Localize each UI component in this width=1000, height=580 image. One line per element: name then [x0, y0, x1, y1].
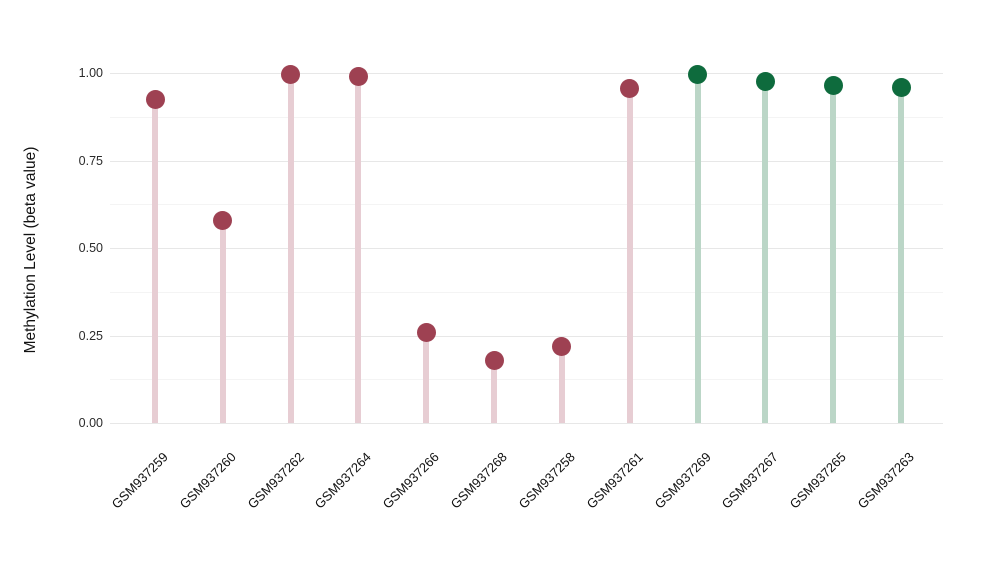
lollipop-dot — [416, 322, 436, 342]
x-tick-label: GSM937264 — [312, 449, 375, 512]
lollipop-stem — [762, 81, 769, 423]
x-tick-label: GSM937265 — [786, 449, 850, 512]
x-tick-label: GSM937269 — [651, 449, 714, 512]
lollipop-dot — [891, 77, 911, 97]
gridline-minor — [110, 116, 943, 118]
y-tick-label: 0.00 — [78, 415, 103, 430]
gridline-minor — [110, 379, 943, 381]
lollipop-stem — [694, 74, 701, 423]
x-tick-label: GSM937261 — [583, 449, 646, 512]
x-tick-label: GSM937263 — [854, 449, 917, 512]
lollipop-stem — [558, 346, 565, 423]
lollipop-stem — [626, 88, 633, 423]
gridline-major — [110, 160, 943, 162]
lollipop-stem — [355, 76, 362, 423]
lollipop-dot — [688, 65, 708, 85]
x-tick-label: GSM937267 — [719, 449, 782, 512]
lollipop-dot — [552, 336, 572, 356]
gridline-minor — [110, 204, 943, 206]
gridline-major — [110, 335, 943, 337]
x-tick-label: GSM937259 — [108, 449, 171, 512]
lollipop-stem — [287, 74, 294, 423]
gridline-major — [110, 73, 943, 74]
x-tick-label: GSM937266 — [379, 449, 443, 512]
lollipop-stem — [152, 99, 158, 423]
x-tick-label: GSM937268 — [447, 449, 510, 512]
lollipop-dot — [484, 350, 504, 370]
gridline-minor — [110, 291, 943, 293]
x-tick-label: GSM937258 — [515, 449, 578, 512]
lollipop-dot — [755, 72, 775, 92]
lollipop-dot — [823, 75, 843, 95]
y-tick-label: 0.75 — [78, 153, 103, 168]
lollipop-stem — [898, 87, 904, 423]
lollipop-dot — [281, 65, 301, 85]
lollipop-dot — [348, 67, 368, 86]
y-tick-label: 1.00 — [78, 65, 103, 80]
lollipop-dot — [213, 210, 233, 230]
lollipop-dot — [145, 89, 165, 109]
y-tick-label: 0.25 — [78, 328, 103, 343]
lollipop-stem — [423, 332, 430, 423]
lollipop-stem — [491, 360, 498, 423]
y-axis-title: Methylation Level (beta value) — [22, 146, 39, 354]
y-tick-label: 0.50 — [78, 240, 103, 255]
lollipop-stem — [830, 85, 837, 423]
gridline-major — [110, 423, 943, 424]
lollipop-dot — [620, 79, 640, 99]
x-tick-label: GSM937260 — [176, 449, 239, 512]
lollipop-stem — [219, 220, 226, 423]
x-tick-label: GSM937262 — [244, 449, 307, 512]
gridline-major — [110, 248, 943, 249]
